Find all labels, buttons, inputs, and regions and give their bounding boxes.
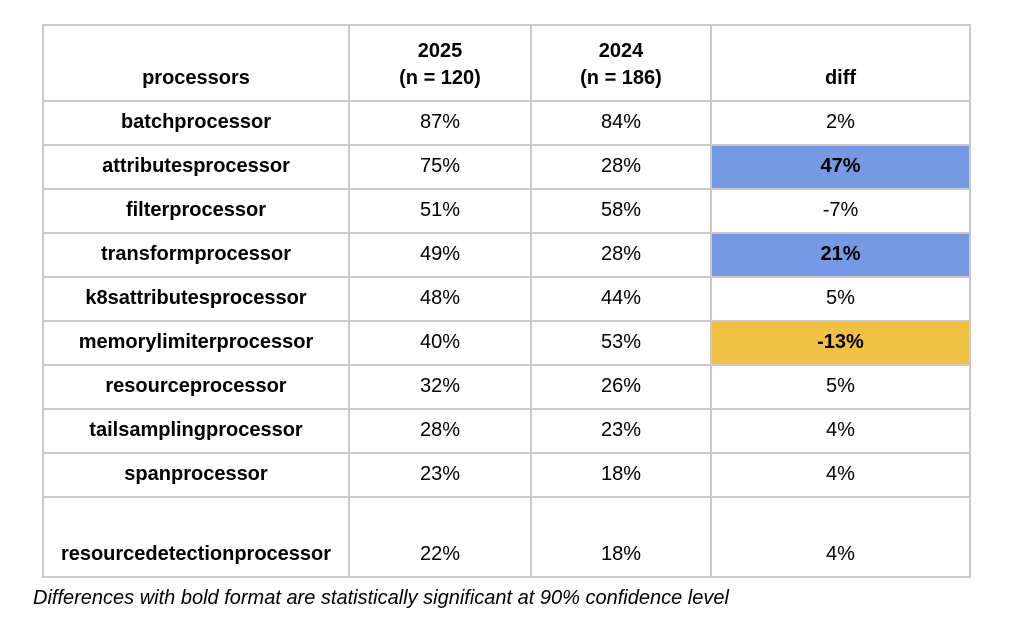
- cell-processor: memorylimiterprocessor: [42, 320, 350, 366]
- cell-processor: attributesprocessor: [42, 144, 350, 190]
- table-row: memorylimiterprocessor 40% 53% -13%: [42, 320, 971, 366]
- cell-processor: resourceprocessor: [42, 364, 350, 410]
- processors-table: processors 2025 (n = 120) 2024 (n = 186)…: [42, 24, 971, 578]
- cell-diff: -13%: [710, 320, 971, 366]
- table-row: filterprocessor 51% 58% -7%: [42, 188, 971, 234]
- cell-2025: 23%: [348, 452, 532, 498]
- table-row: attributesprocessor 75% 28% 47%: [42, 144, 971, 190]
- cell-processor: resourcedetectionprocessor: [42, 496, 350, 578]
- cell-2025: 75%: [348, 144, 532, 190]
- survey-table-sheet: processors 2025 (n = 120) 2024 (n = 186)…: [33, 24, 982, 610]
- cell-diff: 5%: [710, 276, 971, 322]
- cell-processor: batchprocessor: [42, 100, 350, 146]
- cell-diff: 2%: [710, 100, 971, 146]
- cell-processor: tailsamplingprocessor: [42, 408, 350, 454]
- column-header-processors: processors: [42, 24, 350, 102]
- cell-2024: 23%: [530, 408, 712, 454]
- cell-2025: 87%: [348, 100, 532, 146]
- cell-diff: 47%: [710, 144, 971, 190]
- cell-diff: 5%: [710, 364, 971, 410]
- column-header-diff: diff: [710, 24, 971, 102]
- cell-processor: filterprocessor: [42, 188, 350, 234]
- table-row: resourceprocessor 32% 26% 5%: [42, 364, 971, 410]
- cell-2025: 32%: [348, 364, 532, 410]
- cell-processor: transformprocessor: [42, 232, 350, 278]
- cell-2024: 58%: [530, 188, 712, 234]
- cell-diff: -7%: [710, 188, 971, 234]
- table-row: resourcedetectionprocessor 22% 18% 4%: [42, 496, 971, 578]
- cell-2025: 48%: [348, 276, 532, 322]
- header-row: processors 2025 (n = 120) 2024 (n = 186)…: [42, 24, 971, 102]
- cell-2024: 28%: [530, 232, 712, 278]
- cell-2025: 28%: [348, 408, 532, 454]
- cell-2024: 44%: [530, 276, 712, 322]
- cell-2025: 49%: [348, 232, 532, 278]
- table-row: batchprocessor 87% 84% 2%: [42, 100, 971, 146]
- cell-diff: 4%: [710, 496, 971, 578]
- cell-diff: 21%: [710, 232, 971, 278]
- cell-2024: 18%: [530, 452, 712, 498]
- cell-2024: 26%: [530, 364, 712, 410]
- cell-2024: 53%: [530, 320, 712, 366]
- cell-processor: spanprocessor: [42, 452, 350, 498]
- cell-diff: 4%: [710, 408, 971, 454]
- table-row: tailsamplingprocessor 28% 23% 4%: [42, 408, 971, 454]
- table-row: spanprocessor 23% 18% 4%: [42, 452, 971, 498]
- cell-diff: 4%: [710, 452, 971, 498]
- cell-2025: 51%: [348, 188, 532, 234]
- column-header-2025: 2025 (n = 120): [348, 24, 532, 102]
- column-header-2024: 2024 (n = 186): [530, 24, 712, 102]
- cell-processor: k8sattributesprocessor: [42, 276, 350, 322]
- significance-footnote: Differences with bold format are statist…: [33, 587, 729, 609]
- table-row: k8sattributesprocessor 48% 44% 5%: [42, 276, 971, 322]
- cell-2024: 18%: [530, 496, 712, 578]
- cell-2025: 40%: [348, 320, 532, 366]
- cell-2025: 22%: [348, 496, 532, 578]
- cell-2024: 84%: [530, 100, 712, 146]
- cell-2024: 28%: [530, 144, 712, 190]
- table-row: transformprocessor 49% 28% 21%: [42, 232, 971, 278]
